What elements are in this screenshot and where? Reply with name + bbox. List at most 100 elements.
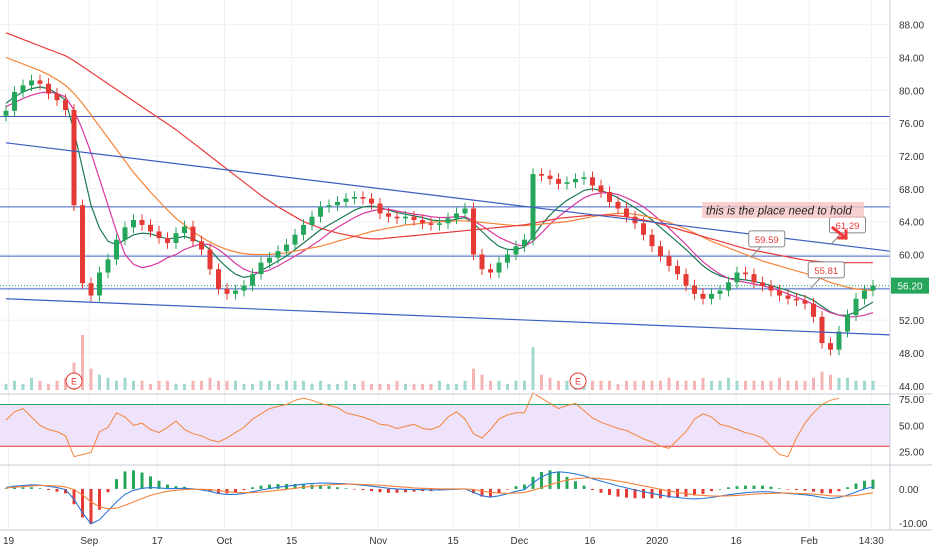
macd-histogram-bar xyxy=(47,488,50,491)
macd-histogram-bar xyxy=(234,488,237,493)
rsi-line xyxy=(5,392,840,458)
volume-bar xyxy=(565,380,569,390)
last-price-badge xyxy=(891,277,929,294)
macd-histogram-bar xyxy=(412,488,416,492)
candle-body xyxy=(131,219,136,228)
price-annotations[interactable]: 59.59 55.81 61.29 xyxy=(748,216,866,290)
volume-bar xyxy=(514,380,518,390)
macd-panel xyxy=(4,470,875,525)
volume-bar xyxy=(327,383,331,390)
earnings-marker[interactable] xyxy=(65,372,83,390)
note-highlight xyxy=(702,202,864,218)
candle-body xyxy=(641,223,646,235)
candle-body xyxy=(836,331,842,350)
macd-histogram-bar xyxy=(38,488,42,489)
macd-histogram-bar xyxy=(174,486,178,489)
trendlines[interactable] xyxy=(5,142,891,336)
volume-bar xyxy=(616,383,620,390)
last-price-tag: 56.20 xyxy=(891,277,929,294)
macd-histogram-bar xyxy=(327,486,331,489)
x-tick-label: 16 xyxy=(731,536,743,547)
volume-bar xyxy=(846,377,849,390)
macd-histogram-bar xyxy=(353,488,356,490)
macd-histogram-bar xyxy=(506,488,509,490)
x-tick-label: 19 xyxy=(3,536,15,547)
candle-body xyxy=(80,205,85,284)
volume-bar xyxy=(650,380,654,390)
volume-bar xyxy=(599,380,603,390)
macd-histogram-bar xyxy=(497,488,501,494)
macd-histogram-bar xyxy=(514,486,518,489)
candle-body xyxy=(828,343,833,350)
volume-bar xyxy=(718,380,722,390)
volume-bar xyxy=(200,380,203,390)
macd-histogram-bar xyxy=(13,487,16,489)
volume-bar xyxy=(157,380,161,390)
candle-body xyxy=(224,288,230,294)
volume-bar xyxy=(123,377,127,390)
volume-bar xyxy=(344,380,348,390)
candle-body xyxy=(802,300,808,304)
candle-body xyxy=(275,251,281,258)
macd-histogram-bar xyxy=(81,488,84,518)
volume-bar xyxy=(55,380,59,390)
macd-histogram-bar xyxy=(89,488,93,524)
macd-histogram-bar xyxy=(276,484,280,489)
candle-body xyxy=(709,293,714,299)
candle-body xyxy=(97,272,102,296)
candle-body xyxy=(394,216,400,219)
macd-histogram-bar xyxy=(820,488,824,494)
macd-histogram-bar xyxy=(769,486,773,489)
earnings-marker[interactable] xyxy=(569,372,587,390)
macd-histogram-bar xyxy=(795,488,798,491)
candle-body xyxy=(496,262,502,273)
candle-body xyxy=(692,285,697,294)
price-callout[interactable] xyxy=(807,261,845,279)
macd-histogram-bar xyxy=(140,472,144,489)
macd-histogram-bar xyxy=(854,483,858,489)
volume-bar xyxy=(395,380,399,390)
macd-histogram-bar xyxy=(268,484,271,489)
candle-body xyxy=(683,274,689,286)
candle-body xyxy=(675,265,680,275)
macd-histogram-bar xyxy=(4,488,8,489)
candle-body xyxy=(522,239,527,247)
price-callout[interactable] xyxy=(748,230,786,248)
macd-histogram-bar xyxy=(370,488,373,492)
x-tick-label: Oct xyxy=(217,536,233,547)
macd-histogram-bar xyxy=(693,488,696,496)
candle-body xyxy=(326,205,332,207)
candle-body xyxy=(420,219,425,224)
volume-bar xyxy=(4,383,8,390)
trendline[interactable] xyxy=(5,142,891,252)
trendline[interactable] xyxy=(5,298,891,336)
candle-body xyxy=(139,219,145,225)
volume-bar xyxy=(676,380,679,390)
time-axis[interactable]: 19 Sep 17 Oct 15 Nov 15 Dec 16 2020 16 Feb 14:30 xyxy=(3,536,884,547)
volume-bar xyxy=(259,380,263,390)
volume-bar xyxy=(803,380,807,390)
macd-histogram-bar xyxy=(667,488,671,498)
volume-bar xyxy=(497,380,501,390)
candle-body xyxy=(352,197,357,199)
candle-body xyxy=(148,224,153,232)
candle-body xyxy=(12,91,17,111)
volume-bar xyxy=(106,377,110,390)
candles[interactable] xyxy=(3,74,876,356)
volume-bar xyxy=(149,383,152,390)
volume-bar xyxy=(625,380,628,390)
macd-histogram-bar xyxy=(548,470,552,489)
candle-body xyxy=(377,203,383,214)
macd-histogram-bar xyxy=(786,488,790,490)
macd-histogram-bar xyxy=(242,488,246,491)
macd-line xyxy=(5,471,874,525)
macd-tick-label: -10.00 xyxy=(899,519,928,530)
volume-bar xyxy=(319,380,322,390)
volume-bar xyxy=(684,380,688,390)
candle-body xyxy=(734,272,740,283)
candle-body xyxy=(105,259,111,273)
macd-histogram-bar xyxy=(259,485,263,489)
callout-pointer xyxy=(750,246,762,259)
